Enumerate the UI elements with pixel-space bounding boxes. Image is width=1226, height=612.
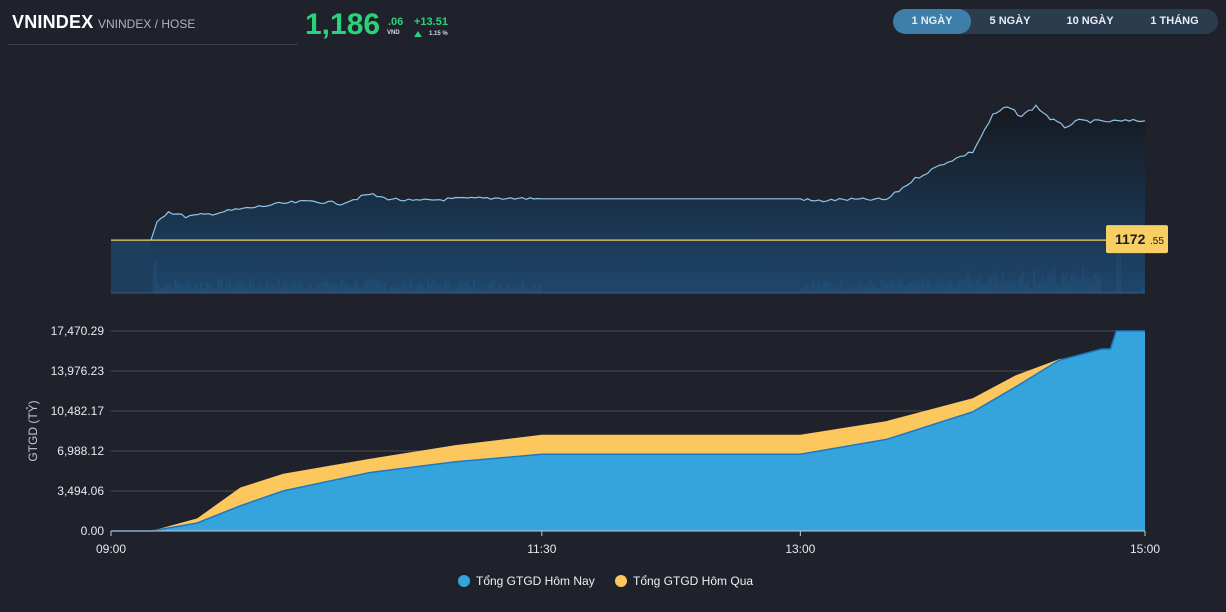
pre-open-area	[111, 240, 152, 293]
y-tick-label: 17,470.29	[51, 324, 105, 338]
series-line-today	[111, 330, 1145, 532]
legend-dot-yesterday	[615, 575, 627, 587]
y-tick-label: 10,482.17	[51, 404, 105, 418]
price-change: +13.51	[414, 16, 448, 28]
header-divider	[8, 44, 298, 45]
x-tick-label: 13:00	[785, 542, 815, 556]
x-tick-label: 09:00	[96, 542, 126, 556]
y-tick-label: 0.00	[81, 524, 105, 538]
header: VNINDEX VNINDEX / HOSE 1,186 .06 VND +13…	[0, 0, 1226, 46]
legend-label-today: Tổng GTGD Hôm Nay	[476, 574, 595, 588]
reference-label-box	[1106, 225, 1168, 254]
range-tab-10-days[interactable]: 10 NGÀY	[1066, 15, 1114, 27]
range-selector: 1 NGÀY 5 NGÀY 10 NGÀY 1 THÁNG	[893, 9, 1218, 34]
ticker-symbol: VNINDEX	[12, 12, 94, 32]
reference-label: 1172 .55	[1106, 225, 1168, 254]
x-tick-label: 11:30	[527, 542, 556, 556]
x-tick-label: 15:00	[1130, 542, 1160, 556]
reference-value-main: 1172	[1115, 231, 1146, 247]
price-change-percent: 1.15 %	[429, 31, 448, 37]
price-decimal: .06	[388, 16, 404, 28]
legend-dot-today	[458, 575, 470, 587]
series-area-today	[111, 331, 1145, 531]
y-axis-label: GTGD (TỶ)	[25, 400, 40, 461]
range-tab-1-month[interactable]: 1 THÁNG	[1150, 15, 1199, 27]
y-tick-label: 6,988.12	[57, 444, 104, 458]
up-arrow-icon	[414, 31, 422, 37]
legend-item-today[interactable]: Tổng GTGD Hôm Nay	[458, 574, 595, 588]
price-line	[150, 104, 1146, 241]
legend-label-yesterday: Tổng GTGD Hôm Qua	[633, 574, 754, 588]
legend-item-yesterday[interactable]: Tổng GTGD Hôm Qua	[615, 574, 753, 588]
price-integer: 1,186	[305, 8, 381, 41]
reference-value-decimal: .55	[1150, 236, 1164, 247]
range-tab-5-days[interactable]: 5 NGÀY	[989, 15, 1031, 27]
exchange-label: VNINDEX / HOSE	[98, 17, 196, 31]
y-tick-label: 3,494.06	[57, 484, 104, 498]
y-tick-label: 13,976.23	[51, 364, 105, 378]
range-tab-1-day[interactable]: 1 NGÀY	[893, 9, 971, 34]
price-unit: VND	[387, 30, 400, 36]
price-chart: 1172 .55	[111, 104, 1168, 294]
